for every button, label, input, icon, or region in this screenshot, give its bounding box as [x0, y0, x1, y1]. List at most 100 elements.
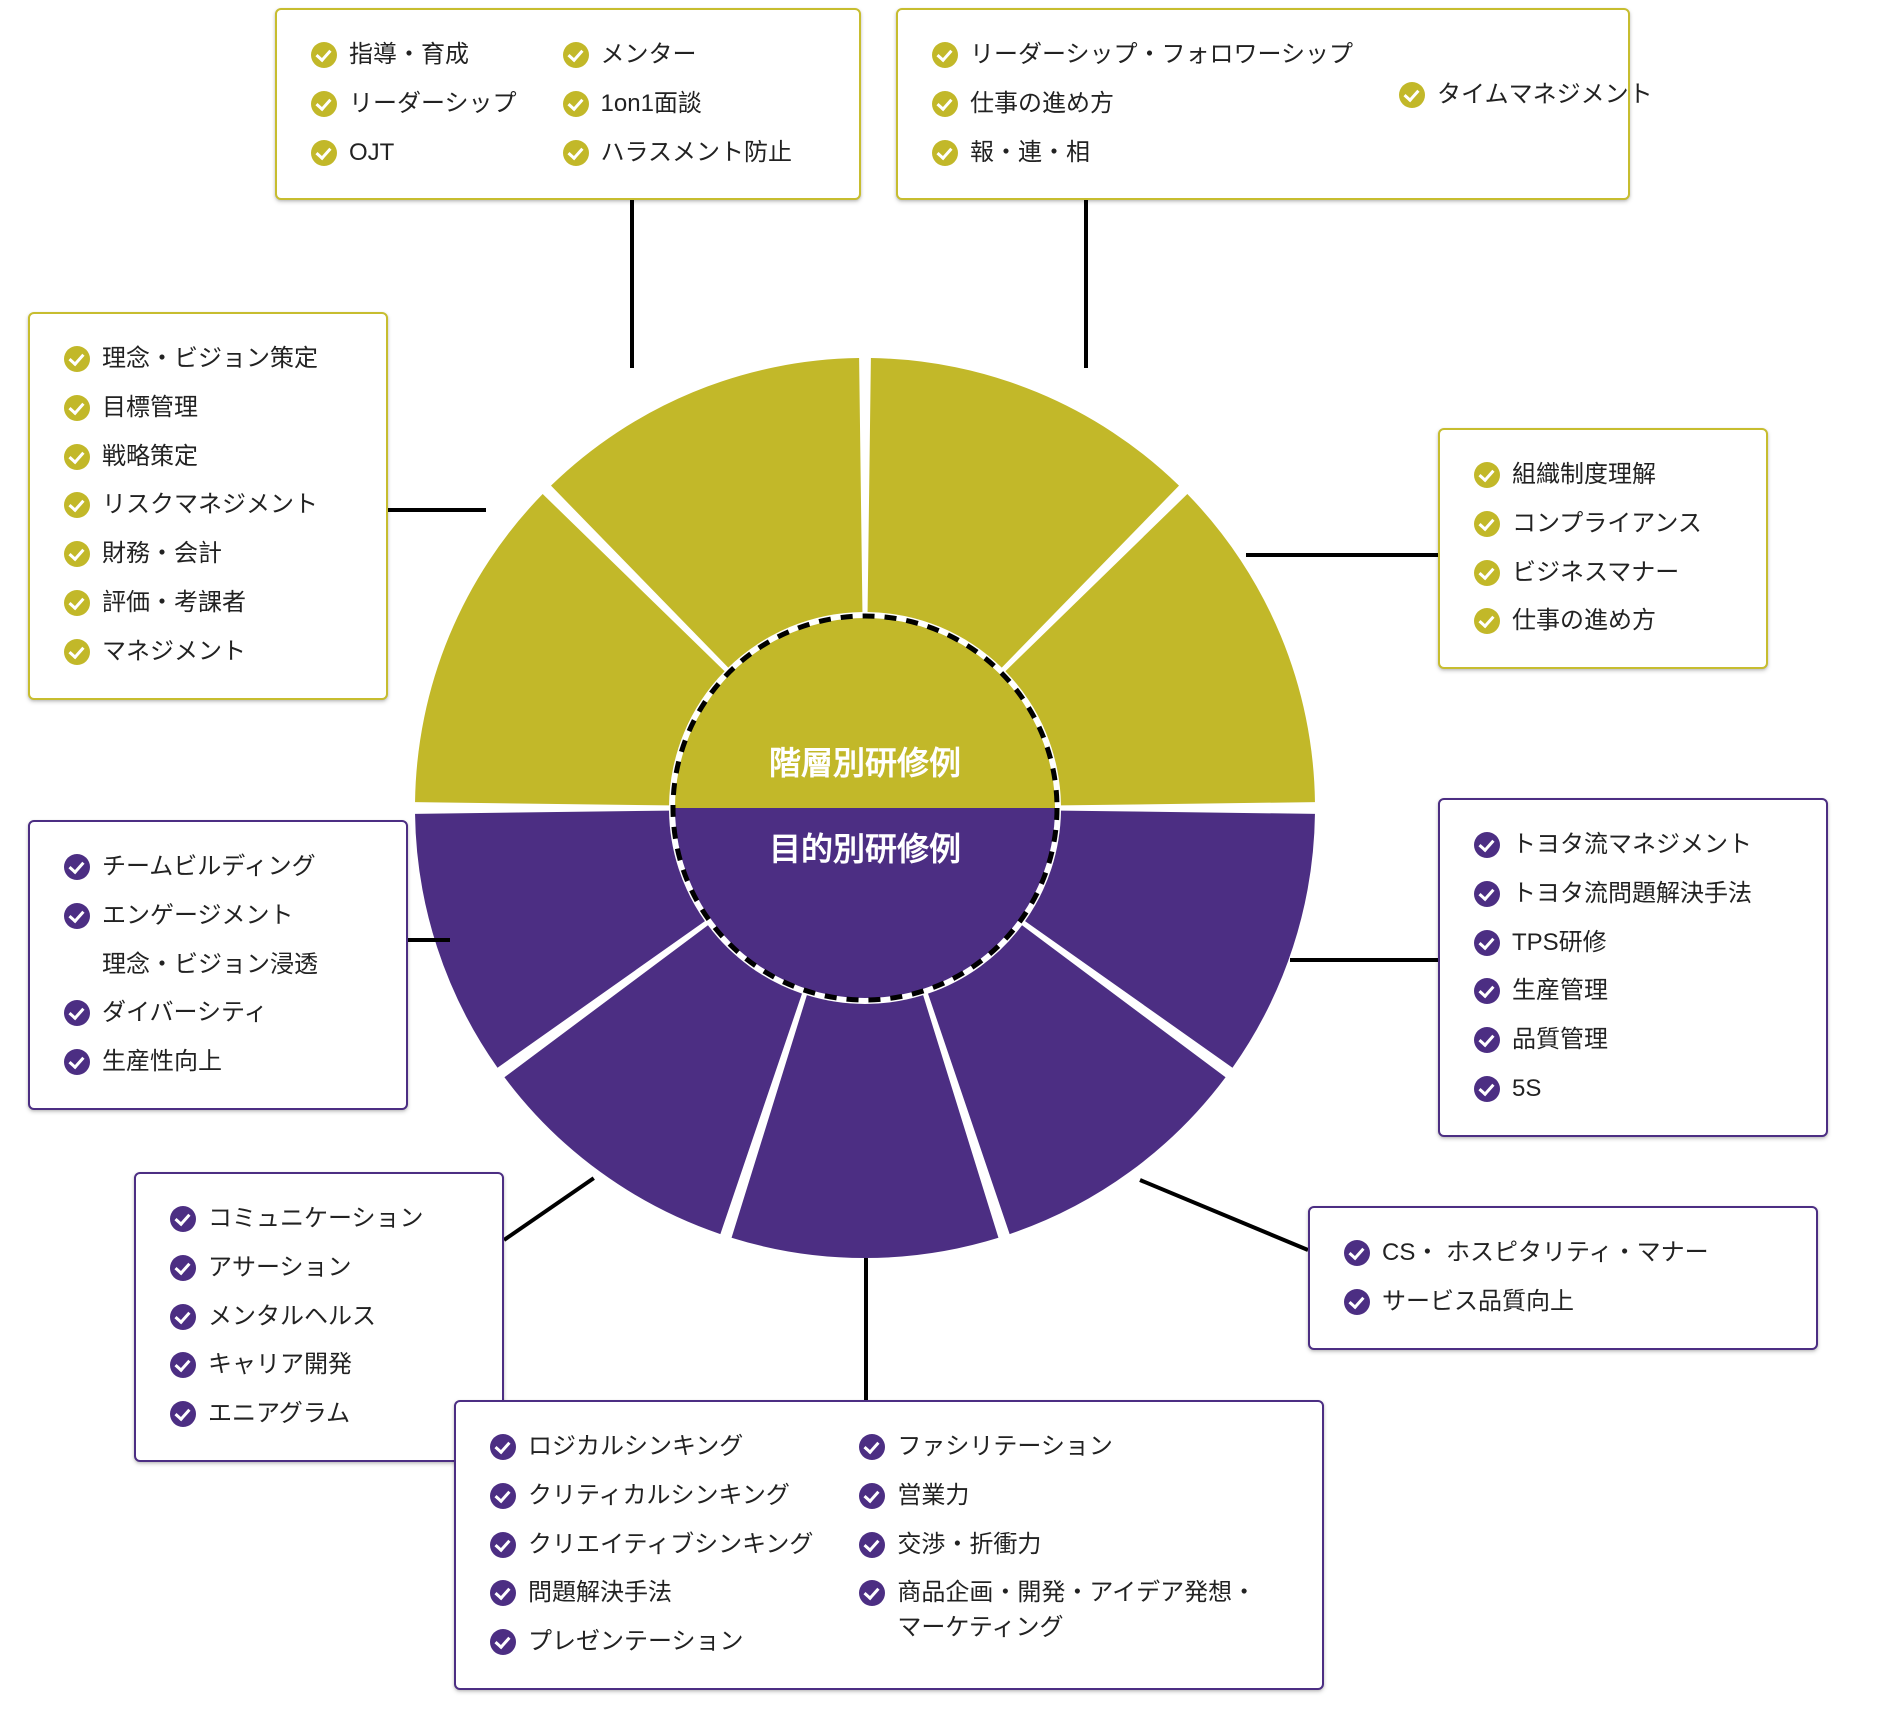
card-item: 理念・ビジョン策定: [64, 342, 352, 377]
card-bottom: ロジカルシンキングクリティカルシンキングクリエイティブシンキング問題解決手法プレ…: [454, 1400, 1324, 1690]
card-left-top: 理念・ビジョン策定目標管理戦略策定リスクマネジメント財務・会計評価・考課者マネジ…: [28, 312, 388, 700]
connector-bottom: [864, 1258, 868, 1400]
check-icon: [64, 590, 90, 616]
card-right-top: 組織制度理解コンプライアンスビジネスマナー仕事の進め方: [1438, 428, 1768, 669]
card-item-label: 組織制度理解: [1512, 458, 1656, 493]
card-list: リーダーシップ・フォロワーシップ仕事の進め方報・連・相: [932, 38, 1353, 170]
card-item: マネジメント: [64, 635, 352, 670]
card-item: タイムマネジメント: [1399, 78, 1653, 113]
card-item-label: 理念・ビジョン浸透: [102, 948, 318, 983]
card-item-label: アサーション: [208, 1251, 352, 1286]
card-item-label: 戦略策定: [102, 440, 198, 475]
card-item-label: 商品企画・開発・アイデア発想・マーケティング: [897, 1576, 1256, 1646]
check-icon: [859, 1483, 885, 1509]
card-item-label: 理念・ビジョン策定: [102, 342, 318, 377]
card-item-label: CS・ ホスピタリティ・マナー: [1382, 1236, 1709, 1271]
card-item: キャリア開発: [170, 1348, 468, 1383]
card-item: CS・ ホスピタリティ・マナー: [1344, 1236, 1782, 1271]
check-icon: [490, 1483, 516, 1509]
card-item: トヨタ流問題解決手法: [1474, 877, 1792, 912]
card-list: コミュニケーションアサーションメンタルヘルスキャリア開発エニアグラム: [170, 1202, 468, 1432]
card-list: CS・ ホスピタリティ・マナーサービス品質向上: [1344, 1236, 1782, 1320]
card-item-label: 評価・考課者: [102, 586, 246, 621]
check-icon: [1344, 1289, 1370, 1315]
card-item-label: 問題解決手法: [528, 1576, 672, 1611]
check-icon: [311, 140, 337, 166]
card-top-right: リーダーシップ・フォロワーシップ仕事の進め方報・連・相Xタイムマネジメント: [896, 8, 1630, 200]
card-item: ビジネスマナー: [1474, 556, 1732, 591]
check-icon: [1474, 560, 1500, 586]
card-item-label: コミュニケーション: [208, 1202, 424, 1237]
card-item-label: サービス品質向上: [1382, 1285, 1574, 1320]
card-right-mid: トヨタ流マネジメントトヨタ流問題解決手法TPS研修生産管理品質管理5S: [1438, 798, 1828, 1137]
check-icon: [170, 1352, 196, 1378]
card-item: 目標管理: [64, 391, 352, 426]
connector-top-left: [630, 196, 634, 368]
card-item: 仕事の進め方: [1474, 604, 1732, 639]
card-item-label: タイムマネジメント: [1437, 78, 1653, 113]
card-item-label: 目標管理: [102, 391, 198, 426]
check-icon: [563, 42, 589, 68]
card-item: サービス品質向上: [1344, 1285, 1782, 1320]
card-item-label: ファシリテーション: [897, 1430, 1113, 1465]
card-list: ファシリテーション営業力交渉・折衝力商品企画・開発・アイデア発想・マーケティング: [859, 1430, 1256, 1660]
card-item-label: 仕事の進め方: [970, 87, 1114, 122]
card-item-label: 財務・会計: [102, 537, 222, 572]
check-icon: [1474, 881, 1500, 907]
check-icon: [490, 1580, 516, 1606]
check-icon: [490, 1532, 516, 1558]
card-left-mid: チームビルディングエンゲージメント理念・ビジョン浸透ダイバーシティ生産性向上: [28, 820, 408, 1110]
card-list: Xタイムマネジメント: [1399, 38, 1653, 170]
check-icon: [859, 1580, 885, 1606]
card-item: コミュニケーション: [170, 1202, 468, 1237]
check-icon: [311, 42, 337, 68]
card-item-label: コンプライアンス: [1512, 507, 1702, 542]
check-icon: [1474, 511, 1500, 537]
connector-right-mid: [1290, 958, 1438, 962]
card-item: 商品企画・開発・アイデア発想・マーケティング: [859, 1576, 1256, 1646]
card-item: エニアグラム: [170, 1397, 468, 1432]
card-item-label: プレゼンテーション: [528, 1625, 744, 1660]
card-item: リーダーシップ・フォロワーシップ: [932, 38, 1353, 73]
card-item-label: OJT: [349, 136, 394, 171]
check-icon: [563, 140, 589, 166]
card-item: 交渉・折衝力: [859, 1528, 1256, 1563]
check-icon: [932, 42, 958, 68]
card-item-label: クリティカルシンキング: [528, 1479, 790, 1514]
check-icon: [932, 91, 958, 117]
card-list: メンター1on1面談ハラスメント防止: [563, 38, 793, 170]
card-list: チームビルディングエンゲージメント理念・ビジョン浸透ダイバーシティ生産性向上: [64, 850, 372, 1080]
card-item-label: 営業力: [897, 1479, 969, 1514]
card-item: 評価・考課者: [64, 586, 352, 621]
card-item: 生産管理: [1474, 974, 1792, 1009]
card-item: アサーション: [170, 1251, 468, 1286]
card-item-label: 1on1面談: [601, 87, 702, 122]
card-item: 報・連・相: [932, 136, 1353, 171]
card-item: 品質管理: [1474, 1023, 1792, 1058]
card-item-label: クリエイティブシンキング: [528, 1528, 813, 1563]
card-item-label: 生産性向上: [102, 1045, 222, 1080]
card-item-label: 5S: [1512, 1072, 1541, 1107]
card-item-label: 生産管理: [1512, 974, 1608, 1009]
check-icon: [932, 140, 958, 166]
check-icon: [64, 1000, 90, 1026]
card-left-bottom: コミュニケーションアサーションメンタルヘルスキャリア開発エニアグラム: [134, 1172, 504, 1462]
check-icon: [64, 854, 90, 880]
connector-top-right: [1084, 196, 1088, 368]
check-icon: [490, 1629, 516, 1655]
card-item-label: リーダーシップ・フォロワーシップ: [970, 38, 1353, 73]
card-item: 生産性向上: [64, 1045, 372, 1080]
card-item-label: メンター: [601, 38, 697, 73]
check-icon: [859, 1532, 885, 1558]
card-item-label: ロジカルシンキング: [528, 1430, 743, 1465]
card-item: 戦略策定: [64, 440, 352, 475]
card-item: 財務・会計: [64, 537, 352, 572]
card-list: トヨタ流マネジメントトヨタ流問題解決手法TPS研修生産管理品質管理5S: [1474, 828, 1792, 1107]
card-top-left: 指導・育成リーダーシップOJTメンター1on1面談ハラスメント防止: [275, 8, 861, 200]
check-icon: [64, 492, 90, 518]
check-icon: [64, 903, 90, 929]
check-icon: [170, 1255, 196, 1281]
card-item: エンゲージメント: [64, 899, 372, 934]
card-item-label: リスクマネジメント: [102, 488, 318, 523]
card-item: TPS研修: [1474, 926, 1792, 961]
